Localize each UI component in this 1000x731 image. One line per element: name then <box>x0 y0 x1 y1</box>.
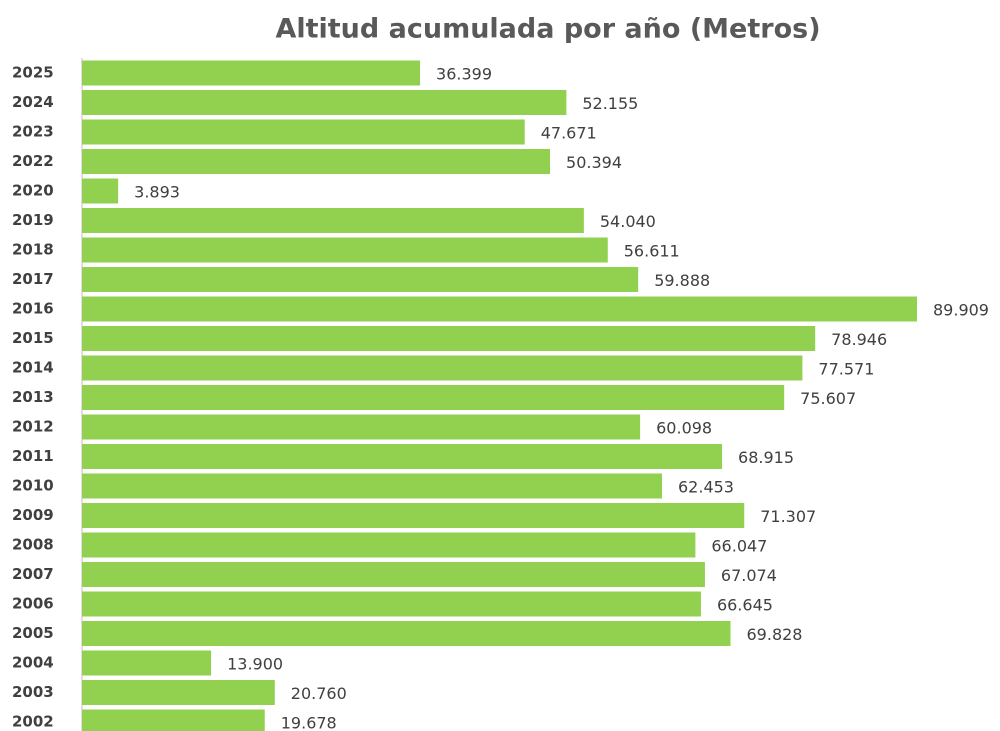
data-label: 89.909 <box>933 301 989 320</box>
bar <box>82 119 525 145</box>
bar <box>82 149 551 174</box>
bar <box>82 650 212 676</box>
bar <box>82 90 567 115</box>
bar <box>82 60 421 86</box>
data-label: 50.394 <box>566 153 622 172</box>
y-tick-label: 2012 <box>12 418 54 436</box>
data-label: 66.047 <box>711 537 767 556</box>
y-tick-label: 2007 <box>12 565 54 583</box>
bar <box>82 562 705 587</box>
data-label: 59.888 <box>654 271 710 290</box>
data-label: 54.040 <box>600 212 656 231</box>
data-label: 68.915 <box>738 448 794 467</box>
data-label: 20.760 <box>291 684 347 703</box>
data-label: 60.098 <box>656 419 712 438</box>
bar <box>82 444 723 469</box>
bar <box>82 326 816 351</box>
data-label: 52.155 <box>582 94 638 113</box>
bar <box>82 385 785 410</box>
bar <box>82 355 803 381</box>
y-tick-label: 2024 <box>12 93 54 111</box>
y-tick-label: 2015 <box>12 329 54 347</box>
y-tick-label: 2002 <box>12 713 54 731</box>
data-label: 3.893 <box>134 183 180 202</box>
bar <box>82 532 696 558</box>
y-tick-label: 2009 <box>12 506 54 524</box>
y-tick-label: 2023 <box>12 123 54 141</box>
bar <box>82 296 917 322</box>
data-label: 78.946 <box>831 330 887 349</box>
data-label: 13.900 <box>227 655 283 674</box>
data-label: 75.607 <box>800 389 856 408</box>
y-tick-label: 2025 <box>12 64 54 82</box>
y-tick-label: 2013 <box>12 388 54 406</box>
bar <box>82 591 701 617</box>
data-label: 67.074 <box>721 566 777 585</box>
y-tick-label: 2011 <box>12 447 54 465</box>
y-tick-label: 2008 <box>12 536 54 554</box>
y-tick-label: 2020 <box>12 182 54 200</box>
bar <box>82 473 663 499</box>
y-tick-label: 2019 <box>12 211 54 229</box>
data-label: 69.828 <box>747 625 803 644</box>
y-tick-label: 2004 <box>12 654 54 672</box>
bar <box>82 414 641 440</box>
y-tick-label: 2022 <box>12 152 54 170</box>
data-label: 47.671 <box>541 124 597 143</box>
chart-title: Altitud acumulada por año (Metros) <box>275 14 820 45</box>
y-tick-label: 2003 <box>12 683 54 701</box>
data-label: 77.571 <box>818 360 874 379</box>
bar <box>82 680 275 705</box>
bar <box>82 621 731 646</box>
data-label: 66.645 <box>717 596 773 615</box>
data-label: 62.453 <box>678 478 734 497</box>
bar <box>82 503 745 528</box>
y-tick-label: 2005 <box>12 624 54 642</box>
data-label: 19.678 <box>281 714 337 731</box>
y-tick-label: 2010 <box>12 477 54 495</box>
bar <box>82 709 265 731</box>
data-label: 36.399 <box>436 65 492 84</box>
y-tick-label: 2017 <box>12 270 54 288</box>
y-tick-label: 2018 <box>12 241 54 259</box>
data-label: 71.307 <box>760 507 816 526</box>
y-tick-label: 2006 <box>12 595 54 613</box>
y-tick-label: 2014 <box>12 359 54 377</box>
data-label: 56.611 <box>624 242 680 261</box>
bar <box>82 208 584 233</box>
bar <box>82 267 639 292</box>
bar <box>82 178 119 204</box>
y-tick-label: 2016 <box>12 300 54 318</box>
bar <box>82 237 608 263</box>
